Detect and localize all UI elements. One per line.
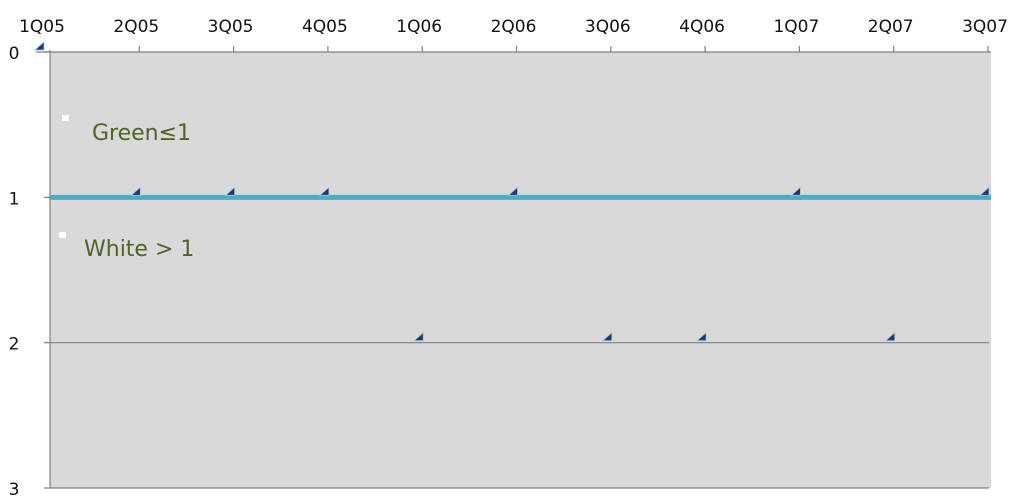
data-point-marker [507,186,518,196]
data-point-marker [978,186,990,196]
data-point-marker [413,331,424,342]
y-tick-label: 3 [9,480,20,499]
x-tick-label: 3Q07 [962,17,1008,37]
annotation-label: White > 1 [84,237,194,262]
x-tick-label: 3Q06 [585,17,631,37]
annotation-marker [62,115,69,121]
data-point-marker [318,186,330,196]
data-point-marker [884,331,896,342]
data-point-marker [33,41,45,51]
x-tick-label: 1Q07 [773,17,819,37]
data-points [33,41,990,342]
y-tick-label: 1 [9,189,20,209]
x-tick-label: 1Q06 [396,17,442,37]
x-tick-label: 2Q06 [491,17,537,37]
x-tick-label: 4Q06 [679,17,725,37]
x-tick-label: 2Q07 [868,17,914,37]
data-point-marker [790,186,801,196]
data-point-marker [696,331,707,342]
y-tick-label: 0 [9,44,20,64]
plot-area [50,52,991,488]
data-point-marker [130,186,141,196]
annotation-label: Green≤1 [92,121,191,146]
y-tick-label: 2 [9,335,20,355]
x-tick-label: 1Q05 [19,17,65,37]
annotations: Green≤1 White > 1 [59,115,194,262]
axes: 1Q05 2Q05 3Q05 4Q05 1Q06 2Q06 3Q06 4Q06 1Q07 2Q07… [9,17,1008,499]
annotation-marker [59,232,66,238]
data-point-marker [601,331,613,342]
x-tick-label: 3Q05 [208,17,254,37]
data-point-marker [224,186,236,196]
x-tick-label: 4Q05 [302,17,348,37]
x-tick-label: 2Q05 [113,17,159,37]
